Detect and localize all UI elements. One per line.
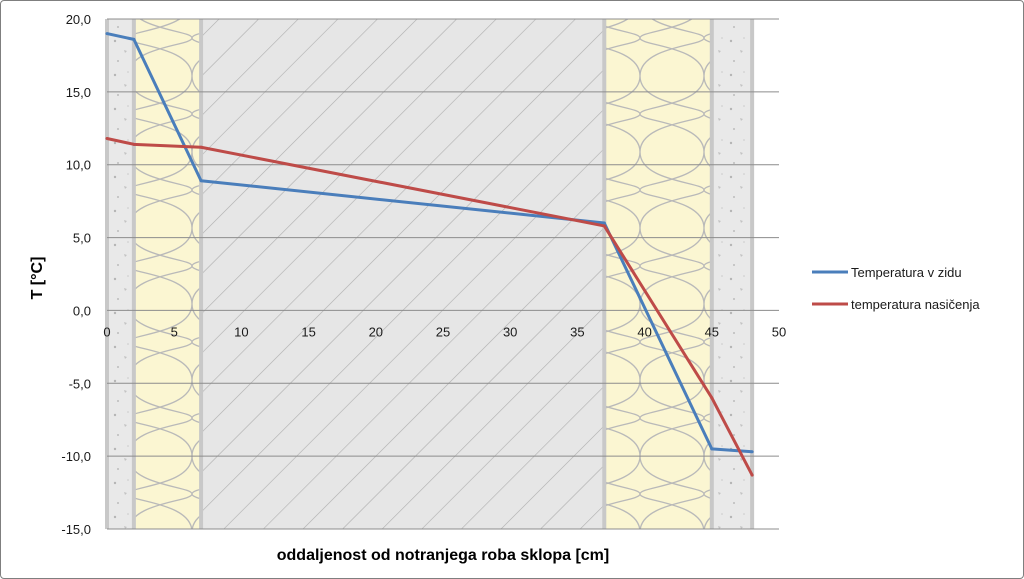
series-1-point [750, 473, 754, 477]
y-tick-label: 20,0 [66, 12, 91, 27]
layer-border-end [750, 19, 755, 529]
x-tick-label: 15 [301, 324, 315, 339]
series-0-point [199, 179, 203, 183]
layer-insulation-1 [133, 19, 202, 529]
layer-concrete-2 [201, 19, 605, 529]
legend: Temperatura v zidu temperatura nasičenja [812, 265, 980, 312]
layer-border-1 [131, 19, 136, 529]
x-tick-label: 30 [503, 324, 517, 339]
series-line-1 [106, 137, 754, 476]
series-lines [105, 32, 754, 477]
x-tick-label: 0 [103, 324, 110, 339]
x-tick-label: 45 [705, 324, 719, 339]
layer-plaster-4 [711, 19, 753, 529]
legend-label-0: Temperatura v zidu [851, 265, 962, 280]
series-line-0 [106, 32, 753, 454]
x-tick-label: 10 [234, 324, 248, 339]
x-tick-label: 5 [171, 324, 178, 339]
series-0-point [710, 447, 714, 451]
layer-insulation-3 [604, 19, 712, 529]
series-1-point [199, 145, 203, 149]
x-axis-title: oddaljenost od notranjega roba sklopa [c… [277, 547, 609, 564]
series-0-point [132, 37, 136, 41]
series-1-point [132, 142, 136, 146]
series-0-point [105, 32, 109, 36]
y-tick-label: -10,0 [61, 449, 91, 464]
y-axis-title: T [°C] [29, 257, 46, 300]
series-0-point [602, 221, 606, 225]
y-tick-label: 10,0 [66, 158, 91, 173]
material-layers [107, 19, 753, 529]
series-0-point [750, 450, 754, 454]
x-tick-label: 20 [369, 324, 383, 339]
y-tick-label: 15,0 [66, 85, 91, 100]
legend-label-1: temperatura nasičenja [851, 297, 980, 312]
y-tick-label: 5,0 [73, 231, 91, 246]
series-1-point [710, 396, 714, 400]
series-1-point [105, 136, 109, 140]
y-tick-label: -15,0 [61, 522, 91, 537]
series-1-point [602, 224, 606, 228]
y-tick-label: -5,0 [69, 376, 91, 391]
x-tick-label: 25 [436, 324, 450, 339]
x-tick-labels: 0 5 10 15 20 25 30 35 40 45 50 [103, 324, 786, 339]
layer-border-0 [105, 19, 109, 529]
layer-borders [105, 19, 755, 529]
layer-plaster-0 [107, 19, 134, 529]
gridlines [107, 18, 779, 530]
layer-border-3 [602, 19, 607, 529]
layer-border-4 [709, 19, 714, 529]
y-tick-labels: 20,0 15,0 10,0 5,0 0,0 -5,0 -10,0 -15,0 [61, 12, 91, 537]
layer-border-2 [199, 19, 204, 529]
x-tick-label: 35 [570, 324, 584, 339]
x-tick-label: 50 [772, 324, 786, 339]
y-tick-label: 0,0 [73, 303, 91, 318]
x-tick-label: 40 [637, 324, 651, 339]
